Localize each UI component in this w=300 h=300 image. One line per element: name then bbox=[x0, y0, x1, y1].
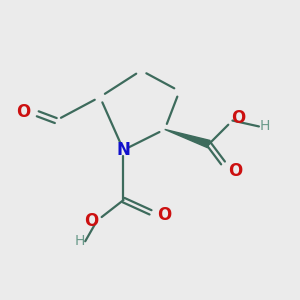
Text: O: O bbox=[231, 109, 245, 127]
Text: O: O bbox=[16, 103, 31, 121]
Text: O: O bbox=[228, 162, 242, 180]
Text: H: H bbox=[260, 119, 270, 134]
Polygon shape bbox=[165, 129, 210, 148]
Text: H: H bbox=[74, 234, 85, 248]
Text: O: O bbox=[84, 212, 98, 230]
Text: N: N bbox=[117, 141, 130, 159]
Text: O: O bbox=[158, 206, 172, 224]
